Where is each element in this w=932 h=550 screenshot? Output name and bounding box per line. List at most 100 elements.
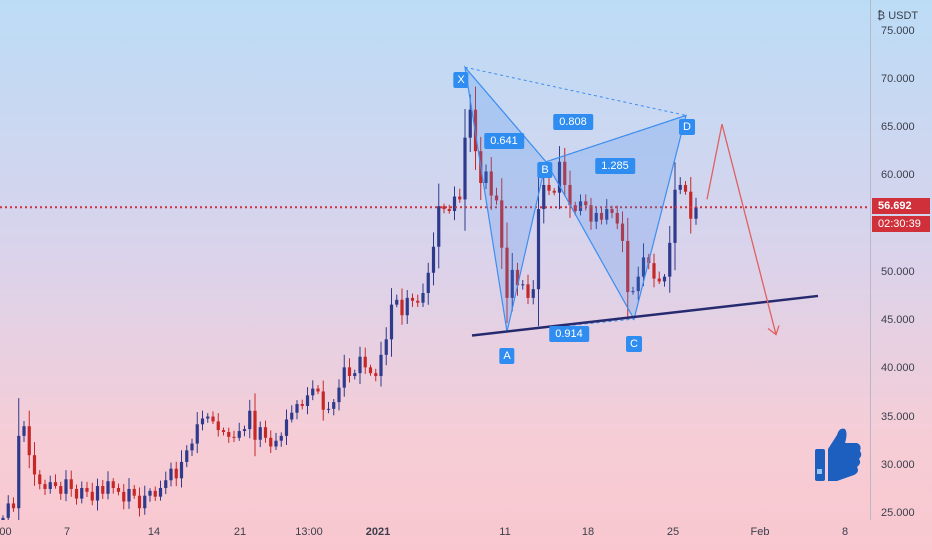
candle xyxy=(636,276,640,292)
projection-path[interactable] xyxy=(706,123,777,335)
point-label-x[interactable]: X xyxy=(453,72,469,88)
candle xyxy=(211,416,215,422)
candle xyxy=(69,479,73,489)
candle xyxy=(437,206,441,247)
price-tick: 70.000 xyxy=(881,72,915,85)
candle xyxy=(195,424,199,444)
candle xyxy=(232,436,236,438)
time-axis[interactable]: :00 7 14 21 13:00 2021 11 18 25 Feb 8 xyxy=(0,520,870,550)
candle xyxy=(263,427,268,438)
candle xyxy=(221,430,226,433)
candle xyxy=(594,212,598,222)
candle xyxy=(463,137,467,200)
last-price-tag: 56.692 xyxy=(872,198,930,215)
price-tick: 35.000 xyxy=(881,410,915,423)
candle xyxy=(683,184,688,192)
support-trendline[interactable] xyxy=(471,294,819,337)
ratio-label[interactable]: 0.914 xyxy=(549,326,589,342)
candle xyxy=(17,435,21,509)
candle xyxy=(641,257,646,277)
candle xyxy=(458,196,462,200)
candle xyxy=(200,418,205,425)
candle xyxy=(274,440,278,447)
candle xyxy=(395,299,399,305)
candle xyxy=(563,161,567,185)
candle xyxy=(416,300,420,303)
price-chart[interactable] xyxy=(0,0,870,520)
candle xyxy=(379,354,383,377)
candle xyxy=(305,395,310,406)
candle xyxy=(494,195,499,201)
candle xyxy=(27,426,31,456)
candle xyxy=(32,455,37,475)
candle xyxy=(578,201,583,212)
candle xyxy=(584,201,588,206)
candle xyxy=(547,184,551,191)
candle xyxy=(673,189,677,243)
candle xyxy=(431,246,436,273)
candle xyxy=(321,391,325,410)
candle xyxy=(248,410,252,430)
candle xyxy=(363,356,367,368)
candle xyxy=(169,468,173,481)
candle xyxy=(610,209,614,213)
candle xyxy=(484,171,488,184)
candle xyxy=(185,450,189,462)
candle xyxy=(22,426,26,436)
point-label-a[interactable]: A xyxy=(499,348,515,364)
candle xyxy=(678,184,682,190)
candle xyxy=(505,247,509,298)
candle xyxy=(631,291,635,293)
candle xyxy=(80,487,84,499)
candle xyxy=(620,223,625,241)
price-tick: 45.000 xyxy=(881,314,915,327)
candle xyxy=(326,408,331,410)
ratio-label[interactable]: 0.641 xyxy=(484,133,524,149)
price-tick: 50.000 xyxy=(881,265,915,278)
candle xyxy=(668,242,672,277)
candle xyxy=(59,486,63,494)
candle xyxy=(405,297,409,316)
candle xyxy=(132,488,136,496)
candle xyxy=(269,437,273,447)
ratio-label[interactable]: 0.808 xyxy=(553,114,593,130)
price-tick: 25.000 xyxy=(881,507,915,520)
ratio-label[interactable]: 1.285 xyxy=(595,158,635,174)
bcd-triangle[interactable] xyxy=(545,114,687,321)
candle xyxy=(190,443,194,451)
time-tick: :00 xyxy=(0,526,12,538)
price-tick: 60.000 xyxy=(881,169,915,182)
candle xyxy=(452,196,457,212)
candle xyxy=(11,503,16,509)
candle xyxy=(510,269,514,298)
time-tick: 25 xyxy=(666,526,680,538)
candle xyxy=(468,109,472,138)
candle xyxy=(6,503,10,518)
point-label-c[interactable]: C xyxy=(626,336,642,352)
currency-label: ₿ USDT xyxy=(877,10,919,22)
candle xyxy=(400,299,404,316)
candle xyxy=(500,200,504,248)
point-label-b[interactable]: B xyxy=(537,162,553,178)
candle xyxy=(447,209,451,212)
candle xyxy=(74,488,79,499)
time-tick: 11 xyxy=(499,526,511,538)
candle xyxy=(599,212,604,220)
candle xyxy=(410,297,415,301)
candle xyxy=(374,373,378,377)
price-axis[interactable]: ₿ USDT 75.00070.00065.00060.00055.00050.… xyxy=(870,0,932,520)
thumbs-up-icon xyxy=(815,428,862,481)
candle xyxy=(389,304,394,340)
candle xyxy=(557,161,562,193)
candle xyxy=(657,278,661,282)
candle xyxy=(90,491,94,501)
point-label-d[interactable]: D xyxy=(679,119,695,135)
candle xyxy=(48,482,52,489)
candle xyxy=(253,410,257,440)
candle xyxy=(426,272,430,294)
xb-ratio-line xyxy=(464,66,547,163)
candle xyxy=(489,171,493,196)
candle xyxy=(279,435,283,441)
candle xyxy=(694,207,698,219)
